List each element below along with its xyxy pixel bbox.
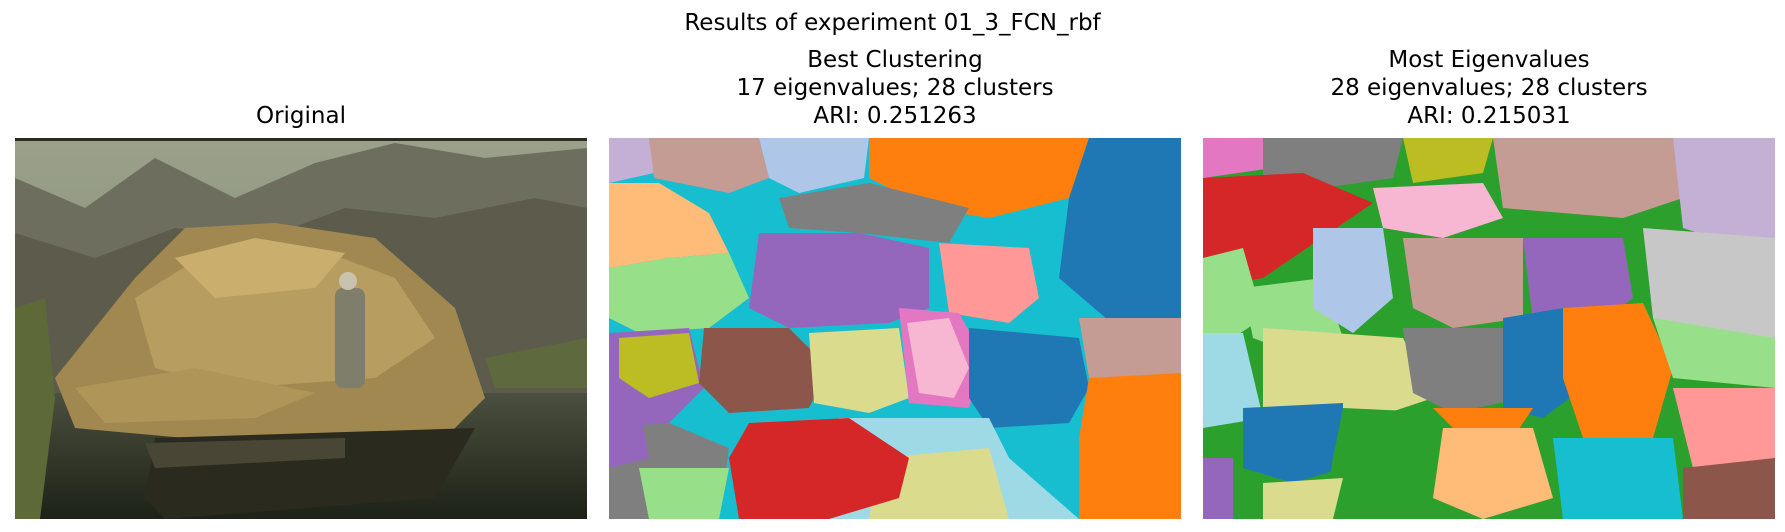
most-eigenvalues-svg xyxy=(1203,138,1775,519)
best-title-line-1: Best Clustering xyxy=(807,47,983,73)
original-title-line: Original xyxy=(255,103,346,129)
most-title-line-1: Most Eigenvalues xyxy=(1388,47,1590,73)
most-eigenvalues-image xyxy=(1203,138,1775,519)
best-clustering-image xyxy=(609,138,1181,519)
best-clustering-svg xyxy=(609,138,1181,519)
most-title-line-2: 28 eigenvalues; 28 clusters xyxy=(1330,75,1648,101)
figure-suptitle: Results of experiment 01_3_FCN_rbf xyxy=(684,10,1101,36)
most-title-line-3: ARI: 0.215031 xyxy=(1407,103,1571,129)
original-image xyxy=(15,138,587,519)
best-title-line-2: 17 eigenvalues; 28 clusters xyxy=(736,75,1054,101)
best-title-line-3: ARI: 0.251263 xyxy=(813,103,977,129)
original-photo-svg xyxy=(15,138,587,519)
original-title: Original xyxy=(15,102,587,130)
best-clustering-title: Best Clustering 17 eigenvalues; 28 clust… xyxy=(609,46,1181,130)
most-eigenvalues-title: Most Eigenvalues 28 eigenvalues; 28 clus… xyxy=(1203,46,1775,130)
